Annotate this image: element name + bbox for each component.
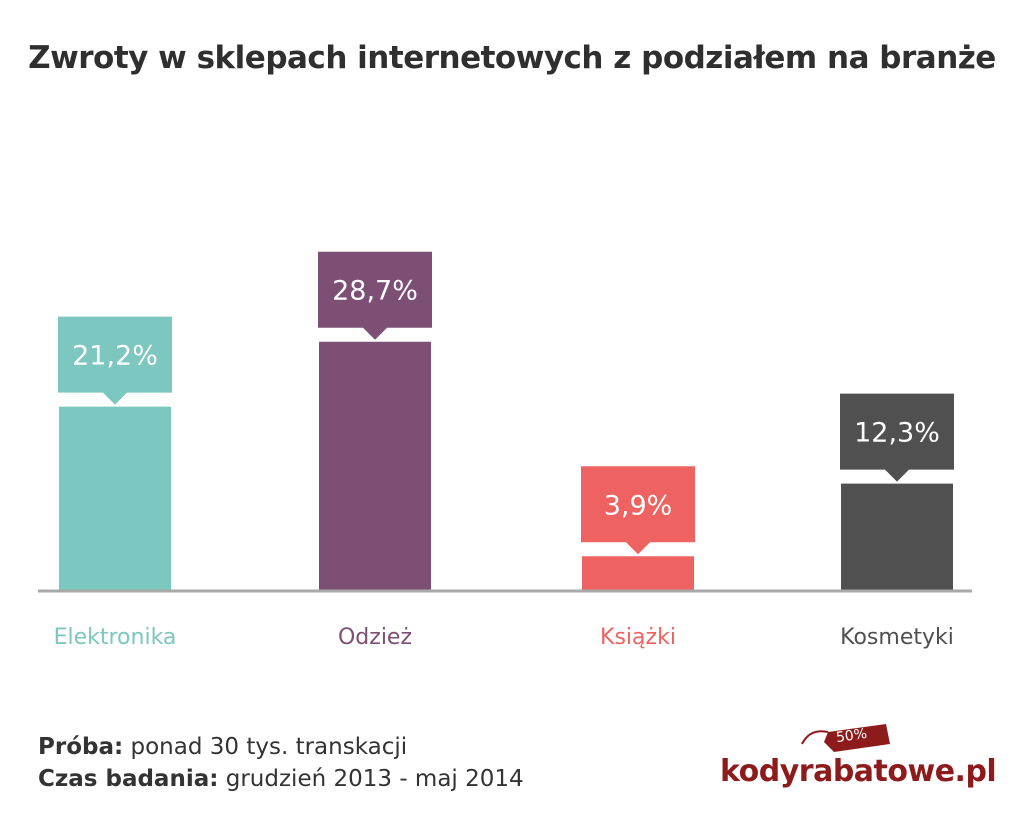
value-callout	[581, 466, 695, 555]
bar-elektronika	[59, 406, 171, 590]
data-label: 12,3%	[854, 418, 940, 449]
bar-odzież	[319, 341, 431, 590]
bar-kosmetyki	[841, 483, 953, 590]
category-label: Elektronika	[54, 625, 177, 650]
brand-logo: 50% kodyrabatowe.pl	[710, 722, 1000, 802]
logo-text: kodyrabatowe.pl	[720, 754, 997, 789]
value-callout	[58, 316, 172, 405]
footer-sample-label: Próba:	[38, 734, 124, 760]
data-label: 3,9%	[604, 490, 673, 521]
footer-period-label: Czas badania:	[38, 766, 219, 792]
bar-chart: 21,2% Elektronika 28,7% Odzież 3,9% Książki 12…	[38, 251, 972, 650]
value-callout	[840, 393, 954, 482]
bar-książki	[582, 556, 694, 590]
category-label: Odzież	[338, 625, 412, 650]
chart-title: Zwroty w sklepach internetowych z podzia…	[28, 40, 996, 76]
footer-sample: Próba: ponad 30 tys. transkacji	[38, 734, 407, 760]
category-label: Kosmetyki	[840, 625, 954, 650]
value-callout	[318, 251, 432, 340]
category-label: Książki	[600, 625, 676, 650]
data-label: 28,7%	[332, 276, 418, 307]
footer-period: Czas badania: grudzień 2013 - maj 2014	[38, 766, 524, 792]
price-tag-icon	[801, 724, 890, 752]
footer-period-value: grudzień 2013 - maj 2014	[218, 766, 524, 792]
footer-sample-value: ponad 30 tys. transkacji	[123, 734, 408, 760]
data-label: 21,2%	[72, 341, 158, 372]
